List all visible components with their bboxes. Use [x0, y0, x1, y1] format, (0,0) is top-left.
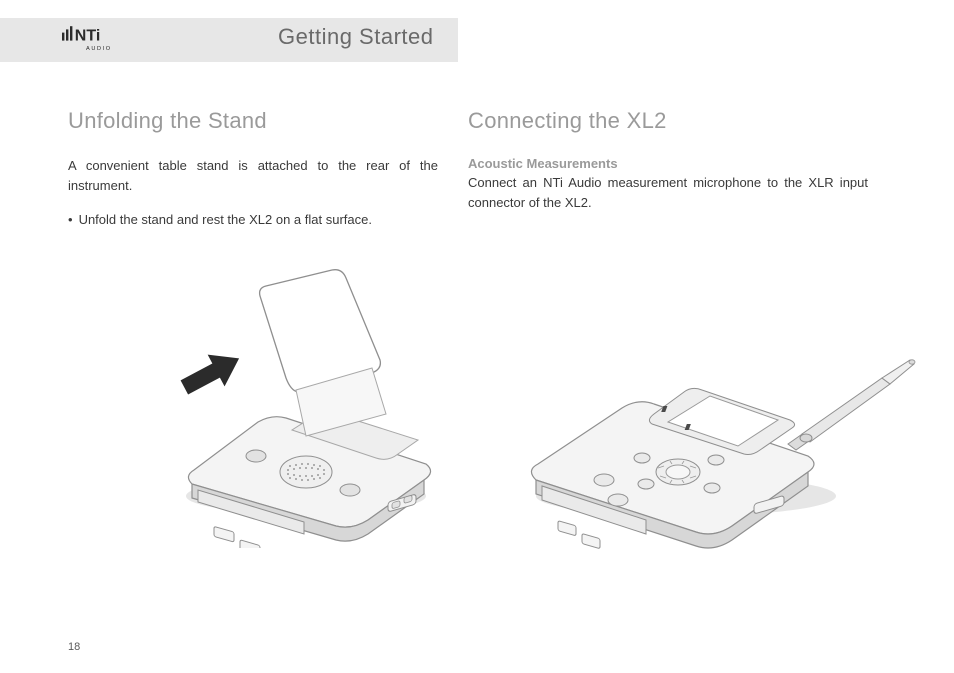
illustration-stand [136, 258, 446, 548]
bullet-text: Unfold the stand and rest the XL2 on a f… [79, 210, 372, 230]
right-paragraph: Connect an NTi Audio measurement microph… [468, 173, 868, 213]
bullet-mark: • [68, 210, 73, 230]
left-bullet: • Unfold the stand and rest the XL2 on a… [68, 210, 438, 230]
page-number: 18 [68, 641, 80, 653]
svg-text:AUDIO: AUDIO [86, 46, 112, 52]
brand-logo: NTi AUDIO [62, 24, 126, 54]
left-paragraph: A convenient table stand is attached to … [68, 156, 438, 196]
illustration-mic [486, 256, 916, 556]
document-page: NTi AUDIO Getting Started Unfolding the … [0, 0, 954, 673]
header-title: Getting Started [278, 24, 433, 50]
right-section-title: Connecting the XL2 [468, 108, 868, 134]
left-column: Unfolding the Stand A convenient table s… [68, 108, 438, 230]
left-section-title: Unfolding the Stand [68, 108, 438, 134]
right-subhead: Acoustic Measurements [468, 156, 868, 171]
svg-text:NTi: NTi [75, 28, 100, 45]
right-column: Connecting the XL2 Acoustic Measurements… [468, 108, 868, 227]
